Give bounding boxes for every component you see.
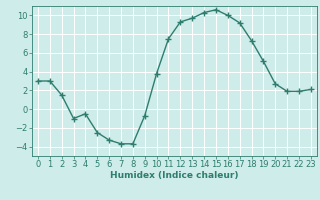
X-axis label: Humidex (Indice chaleur): Humidex (Indice chaleur) xyxy=(110,171,239,180)
